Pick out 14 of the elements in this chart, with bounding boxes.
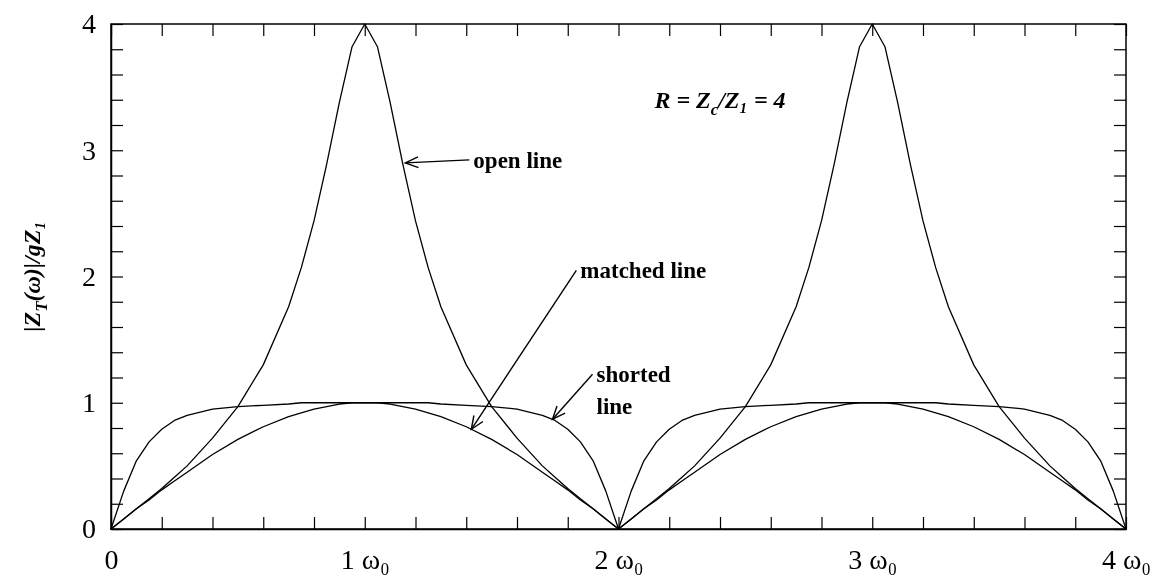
y-tick-label: 0 <box>82 513 96 545</box>
x-tick-label: 3 ω₀ <box>848 543 898 575</box>
x-tick-label: 1 ω₀ <box>340 543 390 575</box>
annotation: shorted line <box>596 361 671 419</box>
annotation: matched line <box>580 257 707 283</box>
y-tick-label: 2 <box>82 260 96 292</box>
y-tick-label: 1 <box>82 387 96 419</box>
annotation: open line <box>473 147 563 173</box>
x-tick-label: 0 <box>104 543 119 575</box>
annotation: R = Z$_{c}$/Z₁ = 4 <box>653 86 786 119</box>
y-tick-label: 3 <box>82 134 96 166</box>
y-tick-label: 4 <box>82 8 96 40</box>
x-tick-label: 2 ω₀ <box>594 543 644 575</box>
x-tick-label: 4 ω₀ <box>1101 543 1152 575</box>
